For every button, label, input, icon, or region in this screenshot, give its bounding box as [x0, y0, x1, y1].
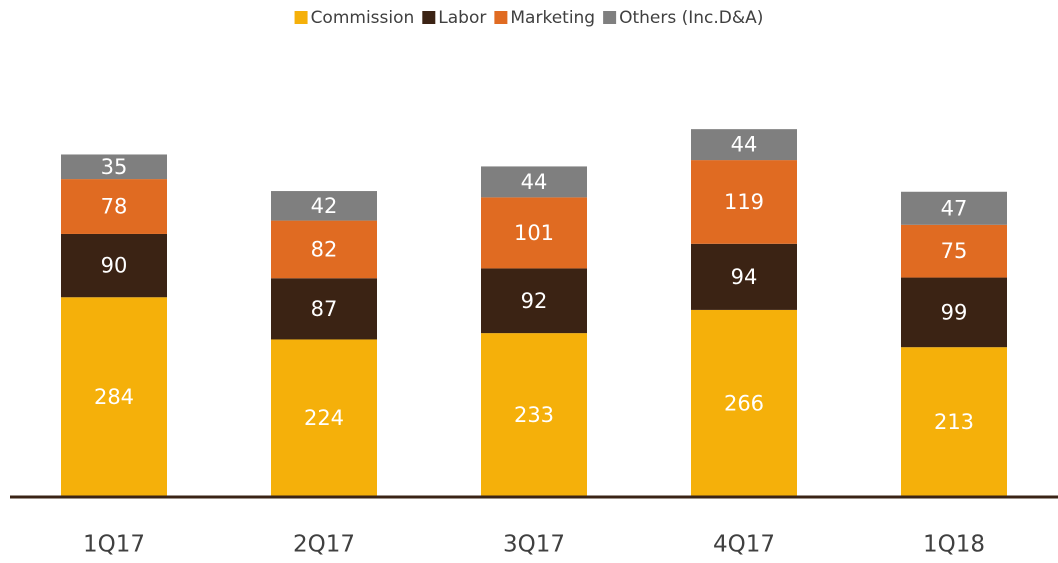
- bar-segment: [481, 166, 587, 198]
- bar-segment: [271, 191, 377, 221]
- value-label: 92: [521, 289, 548, 313]
- value-label: 224: [304, 406, 344, 430]
- legend-label: Commission: [311, 8, 415, 28]
- legend-swatch: [603, 11, 617, 24]
- value-label: 94: [731, 265, 758, 289]
- bar-segment: [61, 154, 167, 180]
- bar-segment: [691, 129, 797, 161]
- bar-segment: [481, 268, 587, 334]
- value-label: 90: [101, 254, 128, 278]
- legend-swatch: [294, 11, 308, 24]
- value-label: 119: [724, 190, 764, 214]
- bar-segment: [691, 243, 797, 310]
- legend-label: Others (Inc.D&A): [619, 8, 763, 28]
- value-label: 82: [311, 237, 338, 261]
- value-label: 47: [941, 196, 968, 220]
- bar-segment: [481, 197, 587, 269]
- value-label: 87: [311, 297, 338, 321]
- legend-swatch: [494, 11, 508, 24]
- x-tick-label: 1Q17: [83, 532, 145, 558]
- x-tick-label: 4Q17: [713, 532, 775, 558]
- value-label: 42: [311, 194, 338, 218]
- legend-swatch: [422, 11, 436, 24]
- x-tick-label: 2Q17: [293, 532, 355, 558]
- legend-label: Labor: [438, 8, 486, 28]
- bar-segment: [901, 191, 1007, 225]
- x-tick-label: 1Q18: [923, 532, 985, 558]
- bar-segment: [61, 179, 167, 234]
- bar-segment: [271, 339, 377, 497]
- legend-label: Marketing: [510, 8, 595, 28]
- x-tick-label: 3Q17: [503, 532, 565, 558]
- bar-segment: [901, 224, 1007, 278]
- bar-segment: [481, 333, 587, 497]
- value-label: 35: [101, 155, 128, 179]
- value-label: 44: [521, 170, 548, 194]
- bar-segment: [901, 277, 1007, 348]
- value-label: 75: [941, 239, 968, 263]
- bar-segment: [691, 309, 797, 497]
- value-label: 213: [934, 410, 974, 434]
- bar-segment: [271, 220, 377, 279]
- value-label: 233: [514, 403, 554, 427]
- bar-segment: [271, 278, 377, 340]
- value-label: 99: [941, 300, 968, 324]
- value-label: 266: [724, 391, 764, 415]
- value-label: 284: [94, 385, 134, 409]
- value-label: 101: [514, 221, 554, 245]
- bar-segment: [61, 233, 167, 298]
- bar-segment: [691, 160, 797, 244]
- value-label: 44: [731, 133, 758, 157]
- bar-segment: [61, 297, 167, 497]
- value-label: 78: [101, 195, 128, 219]
- bar-segment: [901, 347, 1007, 497]
